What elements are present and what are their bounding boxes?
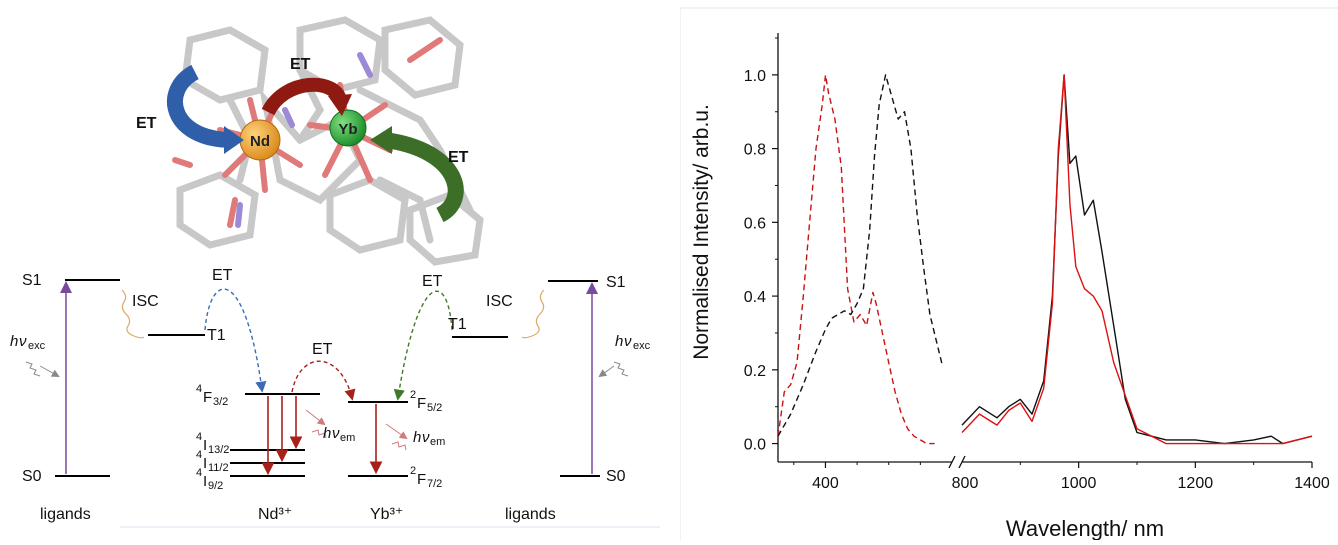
nd-ion-label: Nd³⁺ (258, 506, 292, 523)
hv-exc-left: h ν exc (10, 333, 60, 377)
yb-atom (329, 109, 367, 147)
svg-text:exc: exc (28, 340, 46, 352)
chart-axes: 0.0 0.2 0.4 0.6 0.8 1.0 400 800 1000 1200 1400 (744, 33, 1330, 492)
svg-text:h: h (323, 425, 331, 442)
nd-atom-label: Nd (250, 133, 270, 150)
hv-exc-right: h ν exc (598, 333, 651, 378)
et-dashed-arrow-red (291, 360, 356, 401)
ligands-label-left: ligands (40, 506, 91, 523)
svg-text:h: h (413, 429, 421, 446)
x-tick-label: 400 (812, 475, 839, 492)
series-line-2 (777, 74, 944, 437)
series-line-4 (961, 74, 1313, 445)
et-label-blue: ET (212, 267, 233, 284)
svg-text:5/2: 5/2 (427, 402, 442, 414)
et-arrow-red-molecule (261, 77, 347, 116)
svg-text:13/2: 13/2 (208, 444, 229, 456)
svg-text:F: F (417, 471, 426, 488)
isc-label-left: ISC (132, 293, 159, 310)
nd-i112-label: 4 I 11/2 (196, 449, 229, 474)
yb-ion-label: Yb³⁺ (370, 506, 403, 523)
svg-text:I: I (203, 473, 207, 490)
isc-wave-right (521, 289, 545, 339)
chart-series-group (777, 74, 1313, 445)
svg-text:11/2: 11/2 (208, 462, 229, 474)
nd-i132-label: 4 I 13/2 (196, 431, 229, 456)
y-tick-label: 1.0 (744, 68, 766, 85)
axis-break-mark (948, 455, 956, 469)
et-label-molecule-left: ET (136, 115, 157, 132)
et-label-molecule-top: ET (290, 56, 311, 73)
isc-label-right: ISC (486, 293, 513, 310)
svg-text:em: em (430, 436, 445, 448)
t1-label-left: T1 (207, 327, 226, 344)
svg-text:4: 4 (196, 467, 202, 479)
series-line-1 (777, 74, 935, 445)
svg-text:ν: ν (332, 425, 340, 442)
isc-wave-left (121, 289, 145, 339)
nd-i92-label: 4 I 9/2 (196, 467, 223, 492)
svg-text:h: h (10, 333, 18, 350)
svg-text:ν: ν (19, 333, 27, 350)
svg-text:4: 4 (196, 431, 202, 443)
svg-text:2: 2 (410, 465, 416, 477)
svg-text:em: em (340, 432, 355, 444)
t1-label-right: T1 (448, 316, 467, 333)
y-tick-label: 0.4 (744, 289, 766, 306)
svg-text:2: 2 (410, 389, 416, 401)
svg-text:9/2: 9/2 (208, 480, 223, 492)
svg-text:4: 4 (196, 383, 202, 395)
hv-em-nd: h ν em (305, 409, 355, 444)
x-tick-label: 1000 (1061, 475, 1097, 492)
yb-atom-label: Yb (338, 121, 357, 138)
svg-text:I: I (203, 437, 207, 454)
y-tick-label: 0.6 (744, 215, 766, 232)
svg-text:h: h (615, 333, 623, 350)
y-tick-label: 0.8 (744, 142, 766, 159)
x-tick-label: 1400 (1294, 475, 1330, 492)
y-axis-label: Normalised Intensity/ arb.u. (690, 104, 713, 360)
et-arrow-green-molecule (383, 132, 464, 223)
svg-text:F: F (417, 395, 426, 412)
emission-spectrum-chart: 0.0 0.2 0.4 0.6 0.8 1.0 400 800 1000 1200 1400 Wav… (679, 0, 1338, 541)
s1-label-right: S1 (606, 274, 626, 291)
x-axis-label: Wavelength/ nm (1006, 516, 1164, 540)
et-dashed-arrow-green (393, 290, 453, 401)
svg-text:ν: ν (422, 429, 430, 446)
x-tick-label: 1200 (1178, 475, 1214, 492)
hv-em-yb: h ν em (385, 423, 445, 451)
series-line-3 (961, 74, 1313, 445)
svg-text:ν: ν (624, 333, 632, 350)
svg-text:I: I (203, 455, 207, 472)
y-tick-label: 0.2 (744, 363, 766, 380)
et-label-molecule-right: ET (448, 149, 469, 166)
svg-text:3/2: 3/2 (213, 396, 228, 408)
svg-text:7/2: 7/2 (427, 478, 442, 490)
axis-break-mark (958, 455, 966, 469)
et-label-red: ET (312, 341, 333, 358)
nd-f32-label: 4 F 3/2 (196, 383, 228, 408)
svg-text:exc: exc (633, 340, 651, 352)
et-arrow-blue-molecule (167, 64, 233, 148)
energy-transfer-scheme: Nd Yb ET ET ET S1 S0 T1 ISC h ν exc liga… (0, 0, 670, 540)
svg-text:4: 4 (196, 449, 202, 461)
et-dashed-arrow-blue (204, 288, 267, 393)
y-tick-label: 0.0 (744, 437, 766, 454)
s0-label-left: S0 (22, 468, 42, 485)
s1-label-left: S1 (22, 272, 42, 289)
s0-label-right: S0 (606, 468, 626, 485)
yb-f72-label: 2 F 7/2 (410, 465, 442, 490)
yb-f52-label: 2 F 5/2 (410, 389, 442, 414)
x-tick-label: 800 (952, 475, 979, 492)
et-label-green: ET (422, 273, 443, 290)
ligands-label-right: ligands (505, 506, 556, 523)
svg-text:F: F (203, 389, 212, 406)
